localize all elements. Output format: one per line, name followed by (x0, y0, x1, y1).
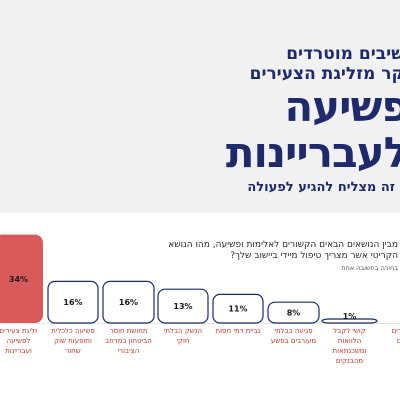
category-label-5-line-1: גביית דמי חסות (216, 327, 261, 335)
category-label-8-line-2: ים (397, 337, 400, 345)
bar-1 (0, 234, 43, 323)
category-label-6-line-1: פגיעה בבלתי (274, 327, 312, 335)
bar-value-label-2: 16% (63, 298, 82, 307)
bar-2 (47, 280, 99, 324)
category-label-6-line-2: מעורבים בפשע (271, 337, 316, 345)
category-label-2-line-1: פשיעה כלכלית (51, 327, 95, 335)
category-label-1-line-2: לפשיעה (7, 337, 31, 345)
question-text: מבין הנושאים הבאים הקשורים לאלימות ופשיע… (168, 240, 398, 261)
category-label-1-line-3: ועבריינות (5, 347, 32, 355)
headline-line-4: לעבריינות (225, 128, 400, 177)
bar-value-label-3: 16% (119, 298, 138, 307)
headline-line-2: קר מזליגת הצעירים (249, 64, 400, 84)
category-label-4-line-2: חוקי (176, 337, 189, 345)
category-label-7-line-3: ומשכנתאות (333, 347, 367, 355)
bar-7 (321, 318, 378, 324)
bar-value-label-1: 34% (9, 275, 28, 284)
category-label-2-line-2: ותופעות שוק (54, 337, 92, 345)
category-label-8-line-1: גדרים (392, 327, 400, 335)
category-label-7-line-1: קושי לקבל (333, 327, 366, 335)
category-label-7-line-2: הלוואות (338, 337, 362, 345)
question-note: בחירה בתשובה אחת (341, 264, 398, 272)
bar-5 (212, 293, 264, 324)
category-label-3-line-3: הציבורי (118, 347, 140, 355)
category-label-3-line-2: הביטחון במרחב (105, 337, 152, 345)
category-label-4-line-1: הנשק הבלתי (164, 327, 202, 335)
bar-value-label-7: 1% (343, 312, 357, 321)
headline-line-3: פשיעה (284, 82, 400, 131)
headline-line-5: ו זה מצליח להגיע לפעולה (247, 180, 400, 195)
bar-3 (102, 280, 155, 324)
bar-4 (157, 288, 209, 324)
bar-chart: 34% זליגת צעירים לפשיעה ועבריינות 16% פשיעה כ… (0, 234, 400, 365)
bar-value-label-5: 11% (228, 305, 247, 314)
headline-panel: שיבים מוטרדים קר מזליגת הצעירים פשיעה לע… (0, 0, 400, 213)
bar-6 (267, 301, 320, 324)
bar-value-label-6: 8% (287, 309, 301, 318)
category-label-1-line-1: זליגת צעירים (0, 327, 38, 335)
category-label-3-line-1: תחושת חוסר (110, 327, 148, 335)
headline-line-1: שיבים מוטרדים (286, 44, 400, 64)
bar-value-label-4: 13% (173, 302, 192, 311)
category-label-2-line-3: שחור (65, 347, 80, 355)
survey-question: מבין הנושאים הבאים הקשורים לאלימות ופשיע… (158, 240, 398, 274)
category-label-7-line-4: מהבנקים (336, 357, 364, 365)
